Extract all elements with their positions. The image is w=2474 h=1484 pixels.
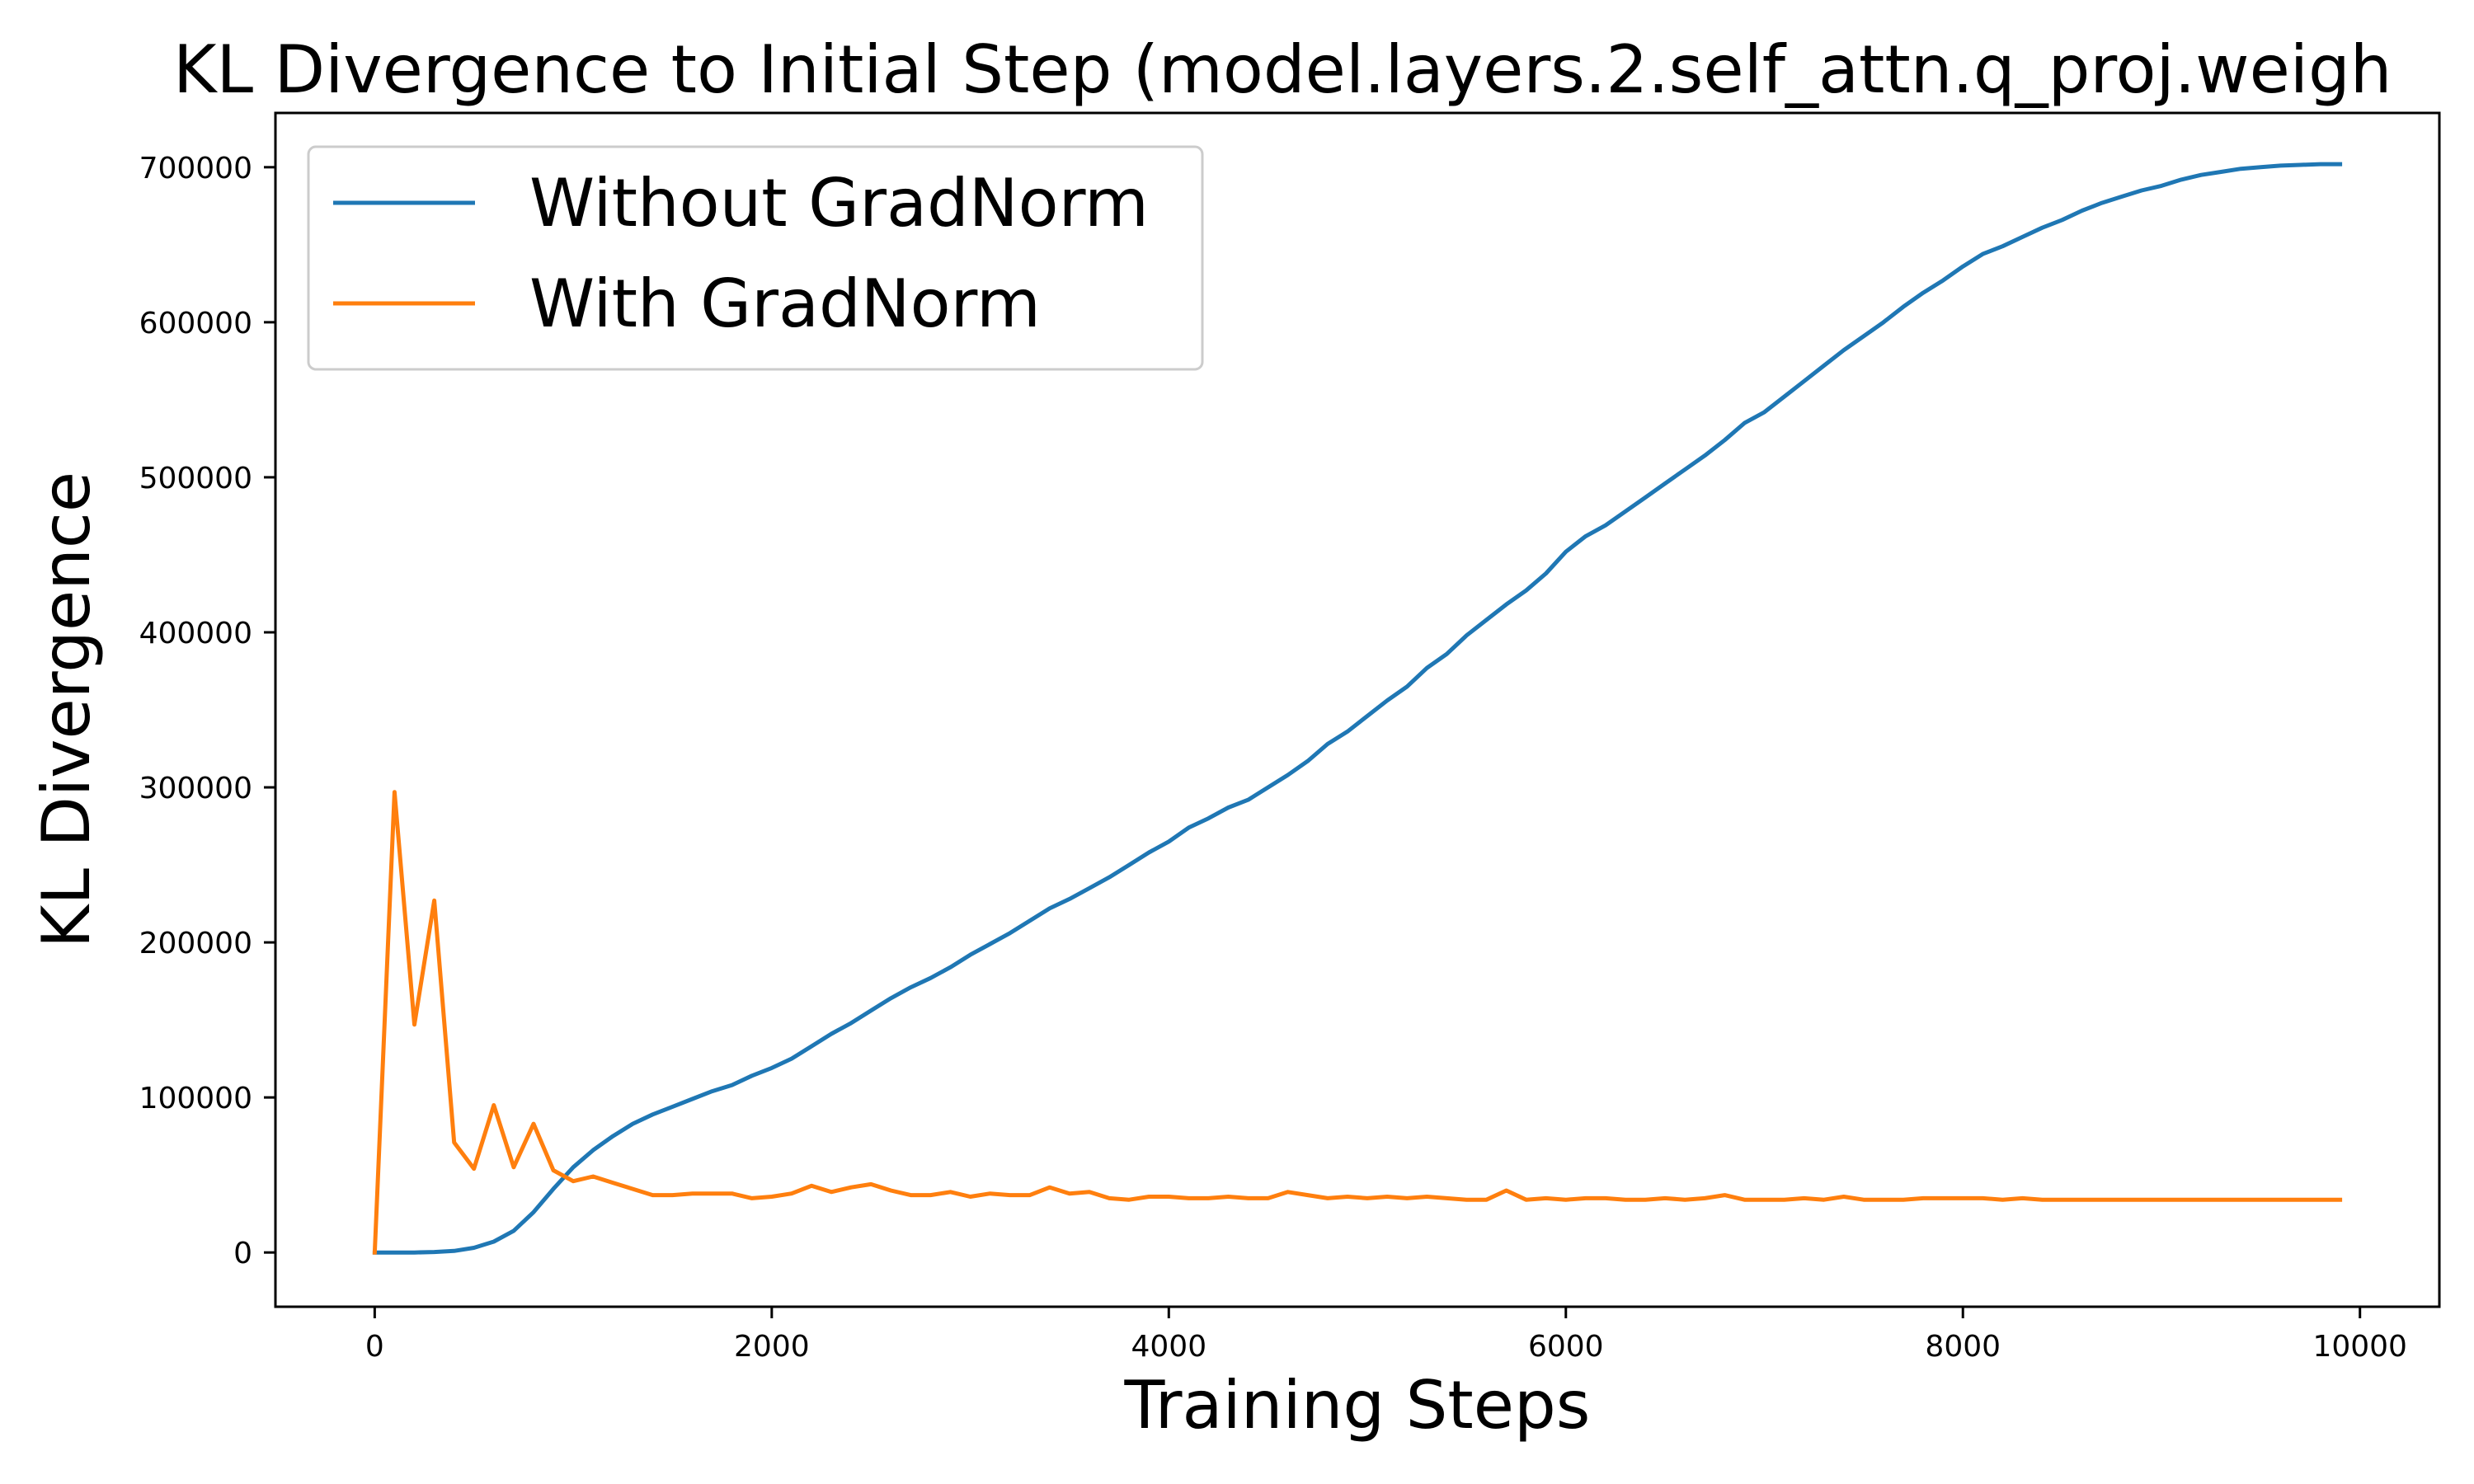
x-tick-label: 4000 [1131,1330,1206,1364]
legend-label-without-gradnorm: Without GradNorm [529,165,1149,242]
legend: Without GradNorm With GradNorm [307,145,1204,371]
y-tick-label: 700000 [139,152,252,186]
series-lines [372,162,2343,1255]
x-tick-label: 2000 [734,1330,810,1364]
legend-box [307,145,1204,371]
x-axis: 0 2000 4000 6000 8000 10000 [365,1307,2407,1364]
chart-title: KL Divergence to Initial Step (model.lay… [173,31,2392,108]
y-tick-label: 0 [233,1237,252,1270]
x-tick-label: 10000 [2312,1330,2407,1364]
y-tick-label: 300000 [139,772,252,805]
y-axis: 0 100000 200000 300000 400000 500000 600000 700… [139,152,275,1270]
plot-area [274,111,2441,1308]
x-axis-label: Training Steps [1124,1367,1591,1444]
x-tick-label: 0 [365,1330,384,1364]
y-axis-label: KL Divergence [28,472,105,948]
y-tick-label: 400000 [139,617,252,650]
series-line-with-gradnorm [372,790,2343,1255]
x-tick-label: 8000 [1925,1330,2001,1364]
y-tick-label: 200000 [139,927,252,960]
y-tick-label: 500000 [139,462,252,495]
series-line-without-gradnorm [372,162,2343,1255]
y-tick-label: 600000 [139,307,252,340]
legend-label-with-gradnorm: With GradNorm [529,265,1041,342]
y-tick-label: 100000 [139,1082,252,1115]
x-tick-label: 6000 [1528,1330,1604,1364]
